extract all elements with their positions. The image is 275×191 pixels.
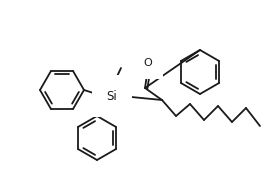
Text: Si: Si [107,90,117,103]
Text: O: O [144,58,152,68]
